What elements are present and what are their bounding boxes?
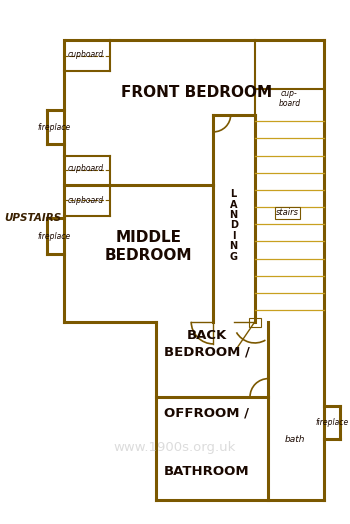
Text: www.1900s.org.uk: www.1900s.org.uk [114, 441, 236, 454]
Bar [249, 318, 261, 326]
Text: bath: bath [285, 435, 306, 444]
Text: stairs: stairs [276, 209, 299, 217]
Text: cup-
board: cup- board [279, 89, 301, 107]
Text: BACK
BEDROOM /: BACK BEDROOM / [164, 330, 250, 358]
Text: UPSTAIRS: UPSTAIRS [5, 213, 62, 223]
Text: cupboard: cupboard [68, 196, 104, 205]
Text: cupboard: cupboard [68, 50, 104, 59]
Text: BATHROOM: BATHROOM [164, 465, 250, 478]
Text: FRONT BEDROOM: FRONT BEDROOM [121, 85, 273, 100]
Text: fireplace: fireplace [315, 419, 349, 428]
Text: L
A
N
D
I
N
G: L A N D I N G [230, 189, 238, 261]
Text: cupboard: cupboard [68, 164, 104, 173]
Text: OFFROOM /: OFFROOM / [164, 407, 249, 420]
Text: MIDDLE
BEDROOM: MIDDLE BEDROOM [105, 230, 192, 264]
Text: fireplace: fireplace [38, 233, 71, 242]
Text: fireplace: fireplace [38, 123, 71, 132]
